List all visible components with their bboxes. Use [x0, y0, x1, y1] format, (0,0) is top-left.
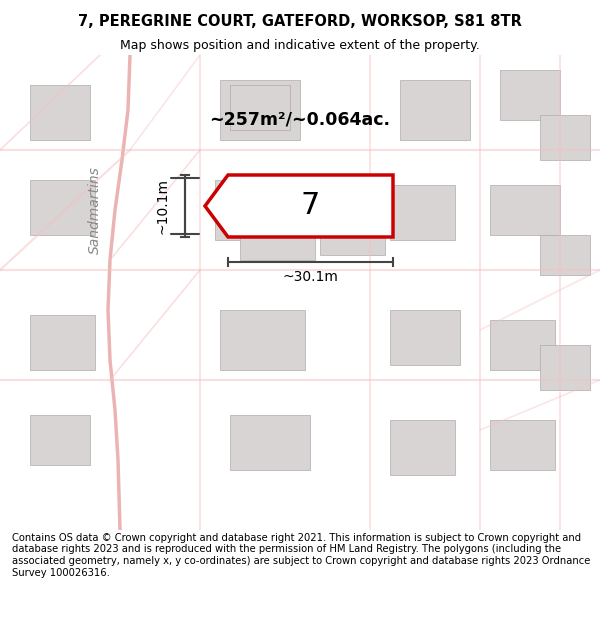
- Bar: [540, 235, 590, 275]
- Bar: [215, 180, 305, 240]
- Bar: [220, 310, 305, 370]
- Bar: [390, 420, 455, 475]
- Bar: [490, 320, 555, 370]
- Text: 7, PEREGRINE COURT, GATEFORD, WORKSOP, S81 8TR: 7, PEREGRINE COURT, GATEFORD, WORKSOP, S…: [78, 14, 522, 29]
- Bar: [500, 70, 560, 120]
- Bar: [30, 85, 90, 140]
- Bar: [220, 80, 300, 140]
- Bar: [540, 345, 590, 390]
- Text: ~257m²/~0.064ac.: ~257m²/~0.064ac.: [209, 111, 391, 129]
- Bar: [30, 180, 95, 235]
- Bar: [30, 415, 90, 465]
- Text: ~30.1m: ~30.1m: [283, 270, 338, 284]
- Bar: [230, 415, 310, 470]
- Bar: [490, 185, 560, 235]
- Bar: [400, 80, 470, 140]
- Bar: [390, 185, 455, 240]
- Text: ~10.1m: ~10.1m: [156, 178, 170, 234]
- Polygon shape: [205, 175, 393, 237]
- Text: Map shows position and indicative extent of the property.: Map shows position and indicative extent…: [120, 39, 480, 51]
- Bar: [390, 310, 460, 365]
- Text: Contains OS data © Crown copyright and database right 2021. This information is : Contains OS data © Crown copyright and d…: [12, 533, 590, 578]
- Text: 7: 7: [301, 191, 320, 221]
- Text: Sandmartins: Sandmartins: [88, 166, 102, 254]
- Bar: [320, 210, 385, 255]
- Bar: [230, 85, 290, 130]
- Bar: [30, 315, 95, 370]
- Bar: [240, 210, 315, 260]
- Bar: [540, 115, 590, 160]
- Bar: [490, 420, 555, 470]
